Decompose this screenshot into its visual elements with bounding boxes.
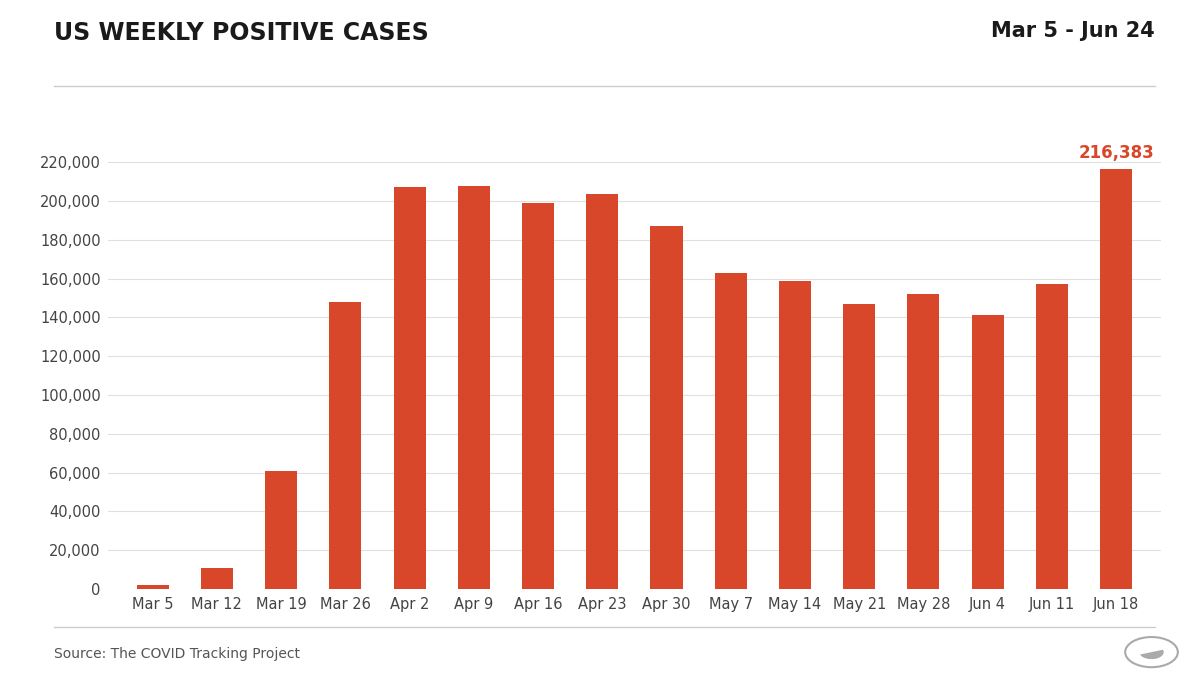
Bar <box>457 186 490 589</box>
Bar <box>779 281 812 589</box>
Bar <box>136 585 169 589</box>
Bar <box>265 471 297 589</box>
Text: 216,383: 216,383 <box>1078 145 1154 162</box>
Bar <box>972 315 1004 589</box>
Text: US WEEKLY POSITIVE CASES: US WEEKLY POSITIVE CASES <box>54 21 429 45</box>
Bar <box>907 294 940 589</box>
Bar <box>843 304 875 589</box>
Bar <box>329 302 361 589</box>
Bar <box>650 226 682 589</box>
Text: Mar 5 - Jun 24: Mar 5 - Jun 24 <box>991 21 1155 40</box>
Bar <box>394 187 426 589</box>
Bar <box>1035 284 1068 589</box>
Bar <box>201 568 233 589</box>
Bar <box>587 194 619 589</box>
Text: Source: The COVID Tracking Project: Source: The COVID Tracking Project <box>54 647 300 661</box>
Bar <box>715 273 747 589</box>
Bar <box>522 203 554 589</box>
Bar <box>1100 169 1132 589</box>
